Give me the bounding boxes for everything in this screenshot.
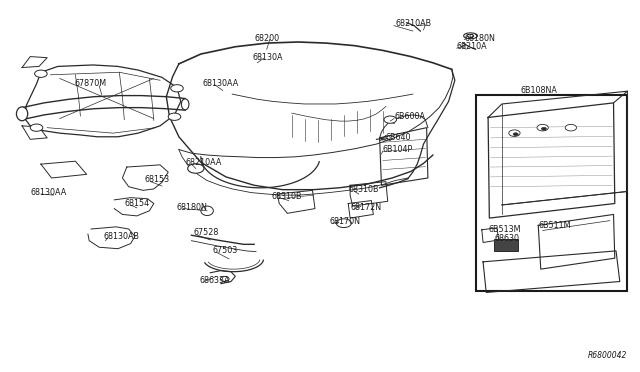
Text: 68130AB: 68130AB: [104, 232, 140, 241]
Text: 68130AA: 68130AA: [30, 188, 67, 197]
Text: 6B104P: 6B104P: [383, 145, 413, 154]
Text: 6B511M: 6B511M: [538, 221, 571, 230]
Text: 68210AA: 68210AA: [185, 158, 221, 167]
Bar: [494, 239, 518, 251]
Text: 68633A: 68633A: [200, 276, 230, 285]
Text: 68210AB: 68210AB: [396, 19, 431, 28]
Bar: [476, 95, 627, 291]
Circle shape: [30, 124, 43, 131]
Circle shape: [537, 124, 548, 131]
Text: 68130A: 68130A: [252, 53, 283, 62]
Text: 6B108NA: 6B108NA: [521, 86, 557, 95]
Ellipse shape: [17, 107, 28, 121]
Circle shape: [168, 113, 180, 121]
Text: 67503: 67503: [212, 246, 237, 256]
Text: 68154: 68154: [124, 199, 149, 208]
Text: 6B640: 6B640: [386, 134, 412, 142]
Ellipse shape: [201, 206, 213, 215]
Circle shape: [35, 70, 47, 77]
Text: 68630: 68630: [494, 234, 520, 243]
Text: 68200: 68200: [254, 34, 279, 43]
Ellipse shape: [181, 99, 189, 110]
Text: 68310B: 68310B: [348, 185, 379, 194]
Text: 68172N: 68172N: [350, 203, 381, 212]
Ellipse shape: [467, 34, 474, 37]
Text: 68180N: 68180N: [464, 34, 495, 43]
Text: 67528: 67528: [193, 228, 219, 237]
Text: R6800042: R6800042: [588, 351, 627, 360]
Circle shape: [513, 133, 518, 136]
Text: 68310B: 68310B: [271, 192, 301, 201]
Circle shape: [171, 85, 183, 92]
Text: 68130AA: 68130AA: [202, 79, 238, 88]
Circle shape: [384, 116, 397, 123]
Circle shape: [188, 164, 204, 173]
Circle shape: [336, 219, 351, 228]
Circle shape: [220, 276, 229, 282]
Text: 68170N: 68170N: [330, 217, 360, 226]
Text: 6B513M: 6B513M: [488, 225, 520, 234]
Text: 6B600A: 6B600A: [394, 112, 425, 121]
Circle shape: [541, 127, 547, 130]
Text: 68153: 68153: [145, 175, 170, 184]
Text: 68180N: 68180N: [177, 203, 208, 212]
Text: 67870M: 67870M: [74, 80, 106, 89]
Circle shape: [565, 124, 577, 131]
Circle shape: [509, 130, 520, 137]
Ellipse shape: [463, 33, 477, 39]
Text: 68210A: 68210A: [457, 42, 487, 51]
